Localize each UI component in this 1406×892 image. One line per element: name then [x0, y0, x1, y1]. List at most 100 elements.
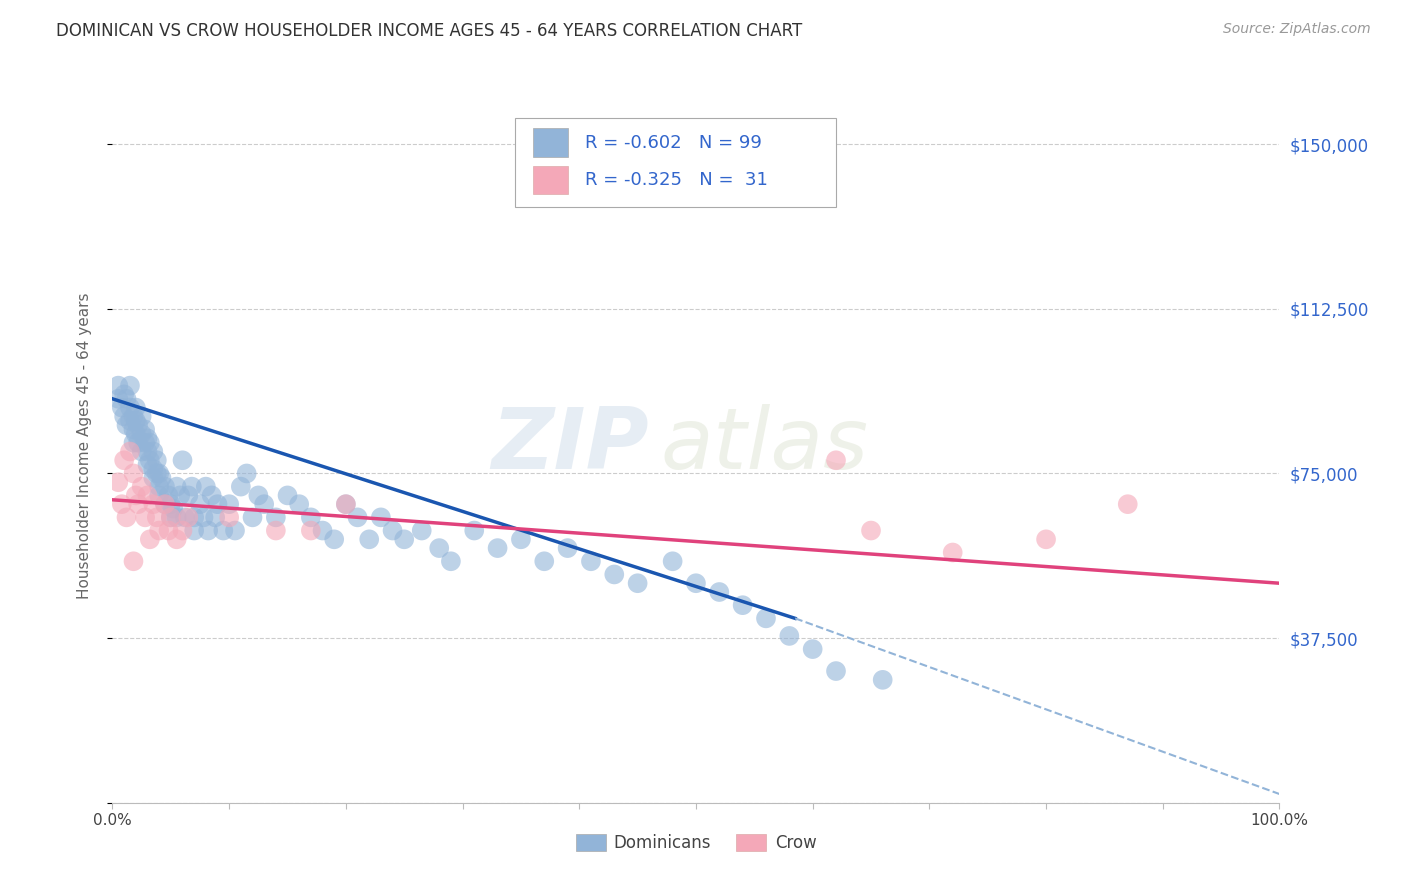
- Point: [142, 462, 165, 476]
- Point: [153, 497, 176, 511]
- Text: atlas: atlas: [661, 404, 869, 488]
- Point: [242, 510, 264, 524]
- Point: [627, 576, 650, 591]
- Point: [323, 533, 346, 547]
- Point: [127, 435, 149, 450]
- Point: [118, 378, 141, 392]
- Point: [153, 480, 176, 494]
- FancyBboxPatch shape: [515, 118, 837, 207]
- Point: [825, 453, 848, 467]
- Point: [177, 488, 200, 502]
- Point: [661, 554, 683, 568]
- Point: [112, 387, 135, 401]
- Point: [411, 524, 433, 538]
- Point: [183, 524, 205, 538]
- Point: [160, 497, 183, 511]
- Point: [685, 576, 707, 591]
- Point: [509, 533, 531, 547]
- Point: [146, 453, 169, 467]
- Point: [224, 524, 246, 538]
- Point: [115, 418, 138, 433]
- Point: [107, 392, 129, 406]
- Point: [942, 545, 965, 559]
- Point: [118, 444, 141, 458]
- Point: [872, 673, 894, 687]
- Point: [125, 414, 148, 428]
- Point: [148, 467, 170, 481]
- Point: [118, 414, 141, 428]
- Point: [346, 510, 368, 524]
- Point: [142, 471, 165, 485]
- Point: [207, 497, 229, 511]
- Point: [162, 501, 184, 516]
- Point: [183, 510, 205, 524]
- Point: [160, 510, 183, 524]
- Point: [172, 524, 194, 538]
- Point: [193, 510, 215, 524]
- Point: [157, 488, 180, 502]
- Point: [557, 541, 579, 555]
- Text: R = -0.325   N =  31: R = -0.325 N = 31: [585, 171, 768, 189]
- Point: [370, 510, 392, 524]
- Point: [288, 497, 311, 511]
- Point: [166, 533, 188, 547]
- Point: [136, 431, 159, 445]
- Point: [218, 497, 240, 511]
- Point: [299, 524, 322, 538]
- Point: [122, 554, 145, 568]
- Point: [131, 426, 153, 441]
- Point: [157, 524, 180, 538]
- Point: [194, 480, 217, 494]
- Point: [264, 510, 287, 524]
- Point: [218, 510, 240, 524]
- Point: [111, 497, 134, 511]
- Text: R = -0.602   N = 99: R = -0.602 N = 99: [585, 134, 762, 152]
- Y-axis label: Householder Income Ages 45 - 64 years: Householder Income Ages 45 - 64 years: [77, 293, 91, 599]
- FancyBboxPatch shape: [533, 166, 568, 194]
- Point: [131, 444, 153, 458]
- Point: [394, 533, 416, 547]
- Point: [148, 480, 170, 494]
- Point: [136, 458, 159, 472]
- Point: [122, 435, 145, 450]
- Point: [440, 554, 463, 568]
- Point: [311, 524, 333, 538]
- Point: [134, 510, 156, 524]
- Point: [146, 467, 169, 481]
- Point: [1035, 533, 1057, 547]
- Point: [131, 480, 153, 494]
- Point: [142, 497, 165, 511]
- Point: [801, 642, 824, 657]
- Point: [139, 435, 162, 450]
- Point: [188, 497, 211, 511]
- Point: [299, 510, 322, 524]
- Point: [212, 524, 235, 538]
- Point: [134, 423, 156, 437]
- Point: [229, 480, 252, 494]
- Point: [166, 480, 188, 494]
- Point: [463, 524, 485, 538]
- Point: [112, 409, 135, 424]
- Point: [146, 510, 169, 524]
- Point: [127, 418, 149, 433]
- Point: [166, 510, 188, 524]
- Point: [107, 378, 129, 392]
- Point: [201, 488, 224, 502]
- Point: [169, 488, 191, 502]
- Point: [825, 664, 848, 678]
- Point: [603, 567, 626, 582]
- Text: DOMINICAN VS CROW HOUSEHOLDER INCOME AGES 45 - 64 YEARS CORRELATION CHART: DOMINICAN VS CROW HOUSEHOLDER INCOME AGE…: [56, 22, 803, 40]
- Point: [107, 475, 129, 490]
- Legend: Dominicans, Crow: Dominicans, Crow: [569, 827, 823, 859]
- Point: [125, 488, 148, 502]
- Point: [131, 409, 153, 424]
- Text: Source: ZipAtlas.com: Source: ZipAtlas.com: [1223, 22, 1371, 37]
- Point: [778, 629, 800, 643]
- Point: [115, 392, 138, 406]
- Point: [276, 488, 298, 502]
- Point: [235, 467, 257, 481]
- Point: [731, 598, 754, 612]
- Point: [172, 453, 194, 467]
- Point: [755, 611, 778, 625]
- Point: [139, 453, 162, 467]
